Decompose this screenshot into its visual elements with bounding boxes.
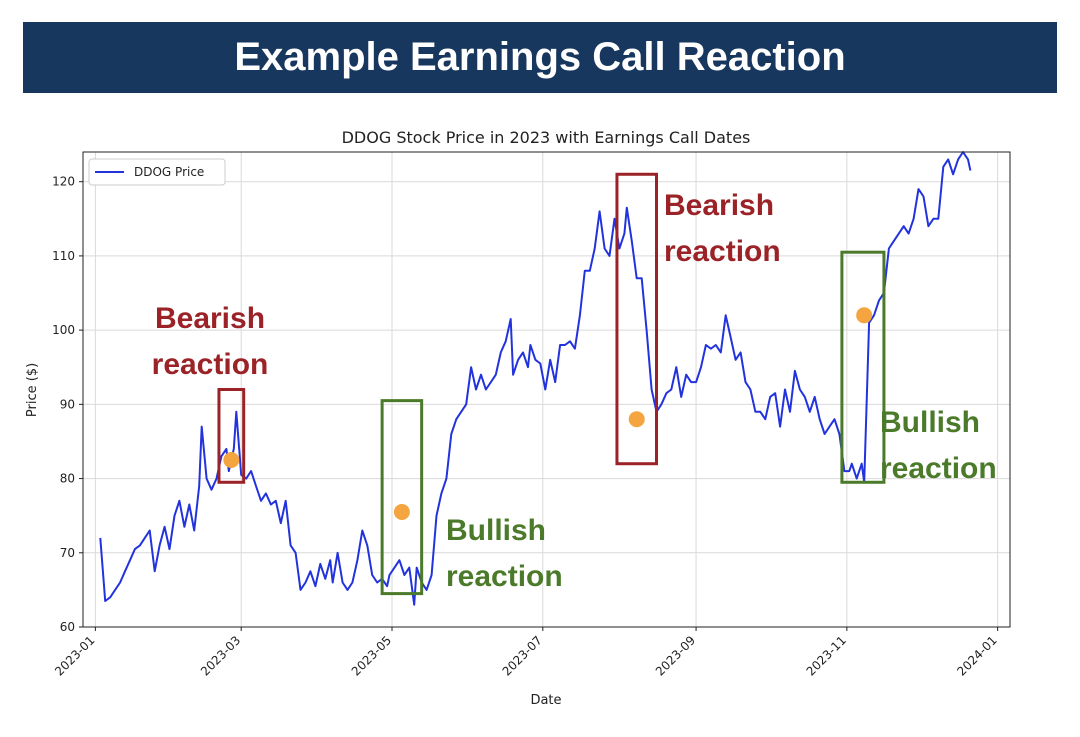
y-tick-label: 60 <box>60 620 75 634</box>
y-tick-label: 100 <box>52 323 75 337</box>
x-ticks: 2023-01 2023-03 2023-05 2023-07 2023-09 2023-… <box>52 627 1000 679</box>
earnings-markers <box>223 307 873 520</box>
earnings-marker <box>393 503 410 520</box>
x-tick-label: 2023-03 <box>198 633 243 678</box>
y-tick-label: 110 <box>52 249 75 263</box>
plot-frame <box>82 151 1011 628</box>
y-tick-label: 90 <box>60 397 75 411</box>
bullish-label-line1: Bullish <box>446 514 546 547</box>
y-tick-label: 80 <box>60 472 75 486</box>
grid <box>83 152 1010 628</box>
chart-title: DDOG Stock Price in 2023 with Earnings C… <box>342 128 751 147</box>
x-axis-label: Date <box>530 693 561 708</box>
page-title: Example Earnings Call Reaction <box>234 35 846 79</box>
bearish-label-line2: reaction <box>664 235 781 268</box>
x-tick-label: 2023-05 <box>349 633 394 678</box>
legend-label: DDOG Price <box>134 165 204 179</box>
x-tick-label: 2023-01 <box>52 633 97 678</box>
annotation-labels: Bearish reaction Bullish reaction Bearish rea… <box>152 189 997 593</box>
bullish-label-line2: reaction <box>446 560 563 593</box>
bearish-label-line1: Bearish <box>155 302 265 335</box>
bearish-label-line2: reaction <box>152 348 269 381</box>
earnings-marker <box>223 452 240 469</box>
legend-box <box>88 158 226 186</box>
earnings-marker <box>856 307 873 324</box>
x-tick-label: 2023-09 <box>653 633 698 678</box>
y-axis-label: Price ($) <box>25 363 40 417</box>
bearish-box <box>615 172 659 466</box>
header-banner: Example Earnings Call Reaction <box>23 22 1057 93</box>
bearish-box <box>217 388 246 484</box>
bullish-label-line2: reaction <box>880 452 997 485</box>
x-tick-label: 2023-11 <box>804 633 849 678</box>
bullish-box <box>380 399 424 596</box>
y-tick-label: 70 <box>60 546 75 560</box>
bullish-box <box>840 250 886 484</box>
earnings-marker <box>628 411 645 428</box>
y-tick-label: 120 <box>52 175 75 189</box>
bullish-label-line1: Bullish <box>880 406 980 439</box>
legend: DDOG Price <box>88 158 226 186</box>
annotation-boxes <box>217 172 886 596</box>
y-ticks: 60 70 80 90 100 110 120 <box>52 175 83 634</box>
x-tick-label: 2024-01 <box>954 633 999 678</box>
x-tick-label: 2023-07 <box>500 633 545 678</box>
bearish-label-line1: Bearish <box>664 189 774 222</box>
